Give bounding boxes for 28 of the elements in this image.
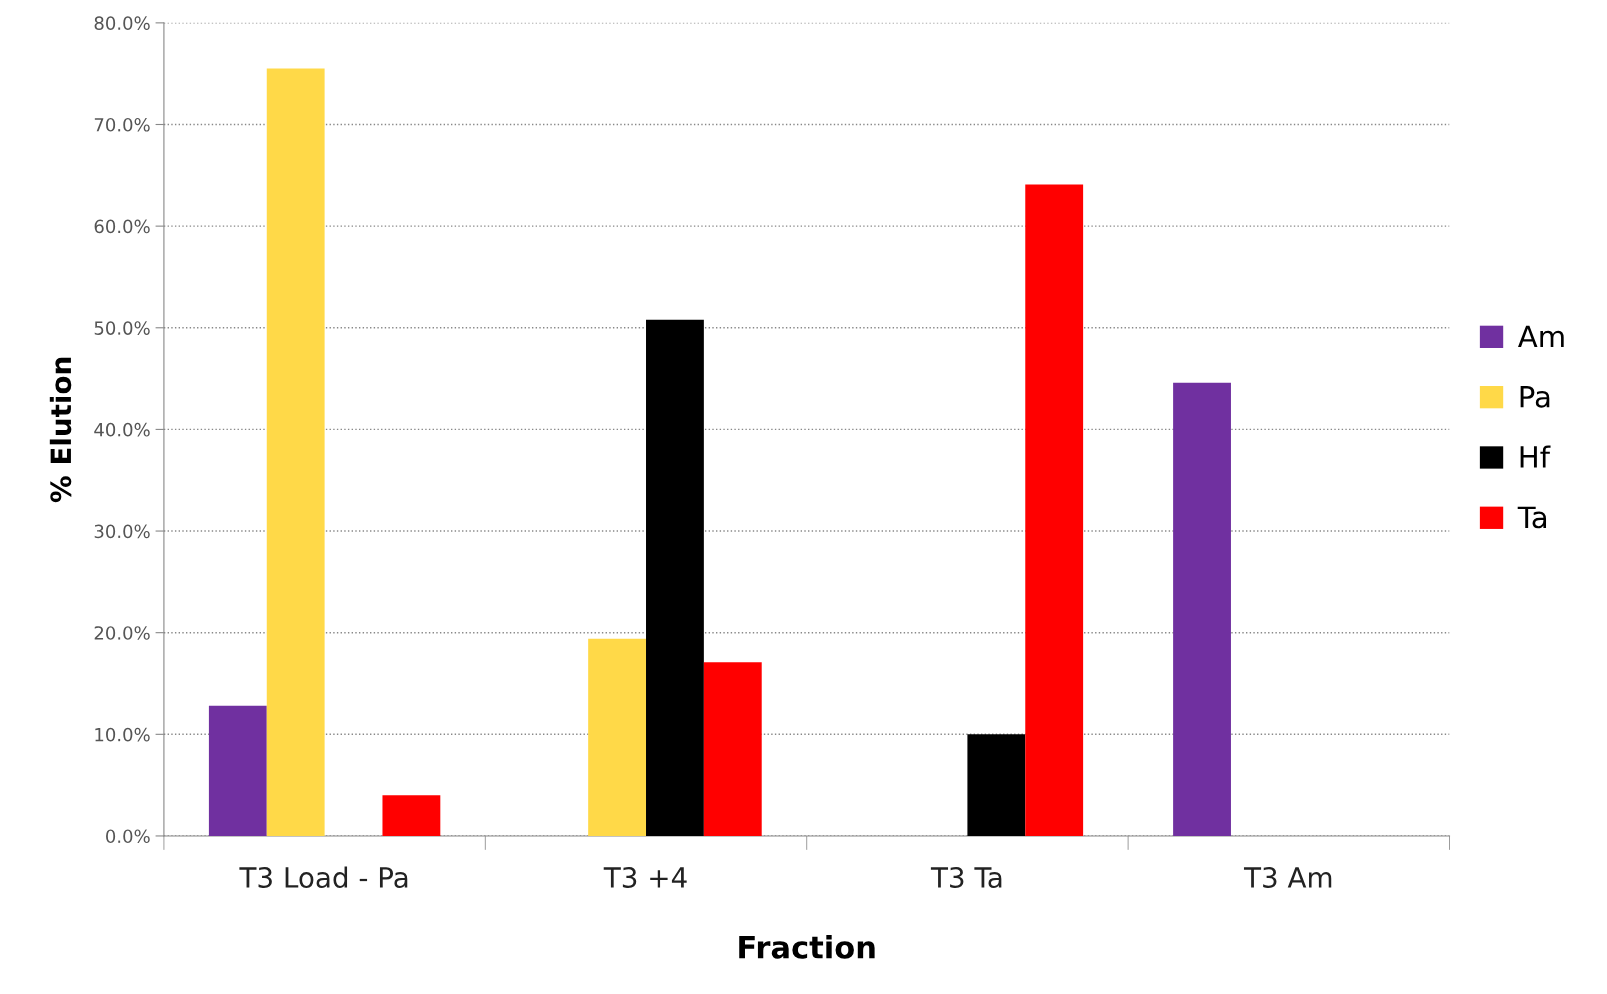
x-tick-label: T3 Am (1243, 867, 1332, 889)
y-tick-label: 60.0% (94, 219, 150, 234)
y-tick-label: 30.0% (94, 524, 150, 539)
bar (208, 705, 267, 836)
bar (588, 638, 647, 836)
bar (646, 319, 704, 836)
x-tick-label: T3 +4 (603, 867, 687, 889)
bar (703, 662, 762, 836)
y-tick-label: 20.0% (94, 626, 150, 640)
y-tick-label: 0.0% (106, 829, 150, 844)
legend-label: Ta (1517, 506, 1547, 529)
x-axis-title: Fraction (739, 935, 875, 959)
y-tick-label: 80.0% (94, 16, 150, 30)
bar (1173, 382, 1231, 836)
bar (266, 68, 325, 836)
x-tick-label: T3 Load - Pa (239, 866, 408, 889)
y-axis-title: % Elution (49, 357, 72, 503)
legend-label: Pa (1520, 386, 1550, 408)
y-tick-label: 50.0% (94, 321, 150, 335)
y-tick-label: 40.0% (94, 422, 150, 437)
bar (1025, 184, 1084, 836)
legend-label: Hf (1520, 445, 1551, 468)
bar (967, 734, 1026, 836)
legend-label: Am (1518, 325, 1564, 347)
y-tick-label: 10.0% (95, 727, 150, 742)
y-tick-label: 70.0% (94, 117, 150, 132)
x-tick-label: T3 Ta (930, 867, 1002, 889)
bar (382, 795, 441, 836)
